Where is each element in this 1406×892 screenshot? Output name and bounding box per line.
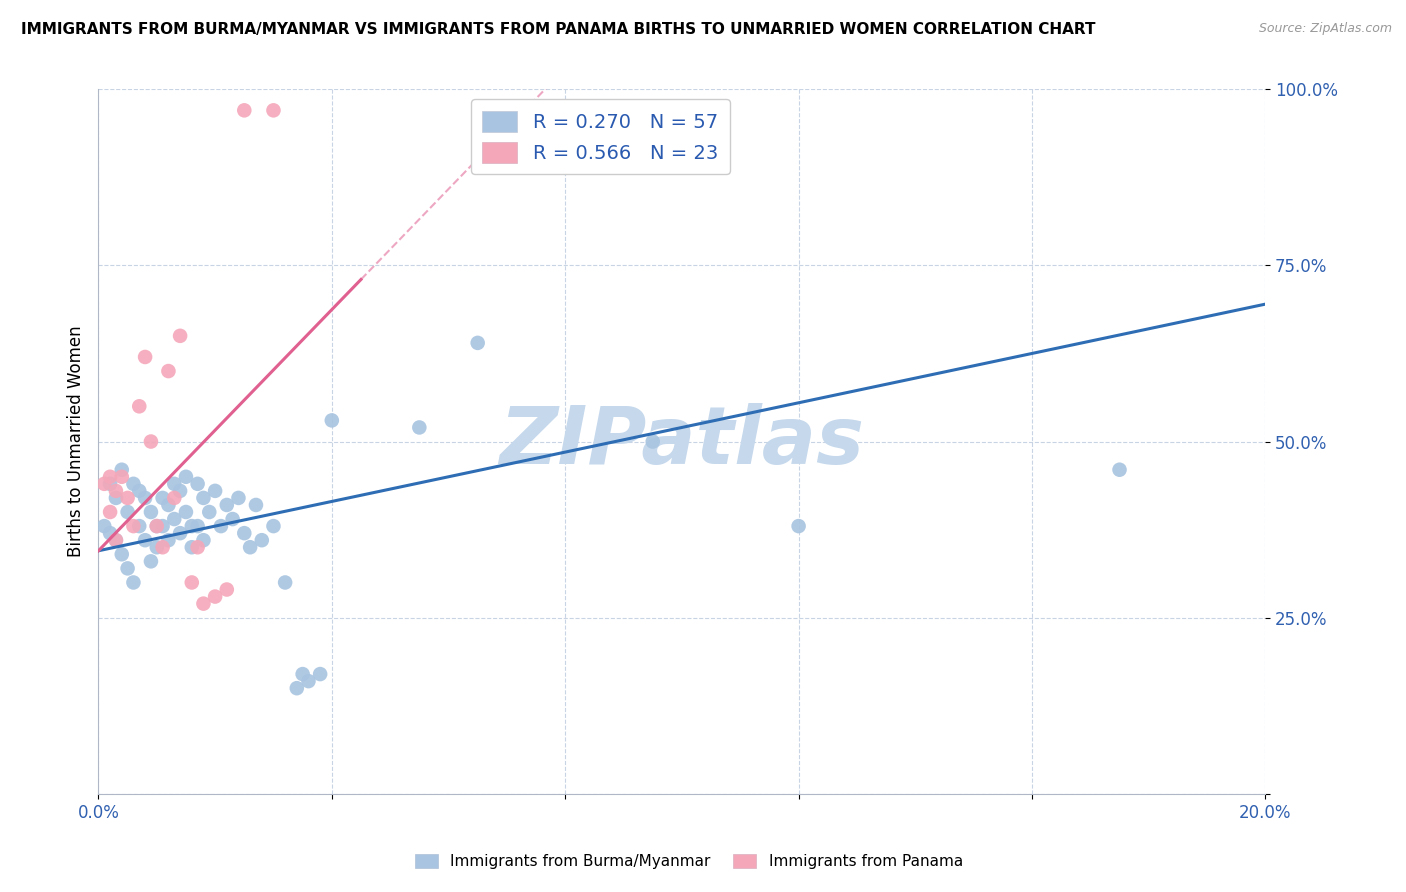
Point — [180, 575, 202, 590]
Point — [139, 554, 162, 568]
Point — [180, 519, 202, 533]
Point — [146, 541, 169, 555]
Legend: R = 0.270   N = 57, R = 0.566   N = 23: R = 0.270 N = 57, R = 0.566 N = 23 — [471, 99, 730, 174]
Point — [134, 491, 156, 505]
Point — [1108, 463, 1130, 477]
Text: IMMIGRANTS FROM BURMA/MYANMAR VS IMMIGRANTS FROM PANAMA BIRTHS TO UNMARRIED WOME: IMMIGRANTS FROM BURMA/MYANMAR VS IMMIGRA… — [21, 22, 1095, 37]
Point — [187, 541, 209, 555]
Point — [180, 541, 202, 555]
Point — [174, 469, 197, 483]
Point — [239, 541, 262, 555]
Point — [157, 498, 180, 512]
Point — [134, 533, 156, 548]
Point — [221, 512, 243, 526]
Text: ZIPatlas: ZIPatlas — [499, 402, 865, 481]
Point — [98, 476, 121, 491]
Point — [285, 681, 308, 696]
Point — [152, 491, 174, 505]
Point — [193, 597, 215, 611]
Point — [209, 519, 232, 533]
Point — [198, 505, 221, 519]
Point — [163, 512, 186, 526]
Point — [204, 590, 226, 604]
Point — [146, 519, 169, 533]
Point — [111, 547, 134, 561]
Point — [233, 103, 256, 118]
Point — [787, 519, 810, 533]
Point — [128, 483, 150, 498]
Point — [104, 533, 127, 548]
Point — [187, 476, 209, 491]
Point — [321, 413, 343, 427]
Point — [297, 674, 319, 689]
Point — [128, 399, 150, 413]
Point — [117, 561, 139, 575]
Point — [111, 469, 134, 483]
Point — [163, 491, 186, 505]
Point — [215, 498, 238, 512]
Point — [309, 667, 332, 681]
Point — [117, 505, 139, 519]
Point — [193, 533, 215, 548]
Point — [122, 575, 145, 590]
Point — [98, 469, 121, 483]
Point — [408, 420, 430, 434]
Point — [134, 350, 156, 364]
Point — [245, 498, 267, 512]
Point — [228, 491, 250, 505]
Point — [169, 483, 191, 498]
Point — [163, 476, 186, 491]
Point — [641, 434, 664, 449]
Point — [262, 519, 284, 533]
Point — [174, 505, 197, 519]
Point — [122, 476, 145, 491]
Point — [117, 491, 139, 505]
Point — [291, 667, 314, 681]
Legend: Immigrants from Burma/Myanmar, Immigrants from Panama: Immigrants from Burma/Myanmar, Immigrant… — [409, 848, 969, 875]
Point — [98, 505, 121, 519]
Point — [122, 519, 145, 533]
Point — [152, 519, 174, 533]
Point — [233, 526, 256, 541]
Point — [187, 519, 209, 533]
Point — [157, 364, 180, 378]
Point — [262, 103, 284, 118]
Point — [104, 491, 127, 505]
Point — [193, 491, 215, 505]
Point — [111, 463, 134, 477]
Point — [139, 505, 162, 519]
Point — [104, 533, 127, 548]
Point — [157, 533, 180, 548]
Point — [169, 328, 191, 343]
Point — [204, 483, 226, 498]
Text: Source: ZipAtlas.com: Source: ZipAtlas.com — [1258, 22, 1392, 36]
Point — [146, 519, 169, 533]
Point — [104, 483, 127, 498]
Point — [152, 541, 174, 555]
Point — [274, 575, 297, 590]
Point — [93, 519, 115, 533]
Point — [93, 476, 115, 491]
Point — [128, 519, 150, 533]
Point — [250, 533, 273, 548]
Y-axis label: Births to Unmarried Women: Births to Unmarried Women — [66, 326, 84, 558]
Point — [98, 526, 121, 541]
Point — [467, 335, 489, 350]
Point — [139, 434, 162, 449]
Point — [215, 582, 238, 597]
Point — [169, 526, 191, 541]
